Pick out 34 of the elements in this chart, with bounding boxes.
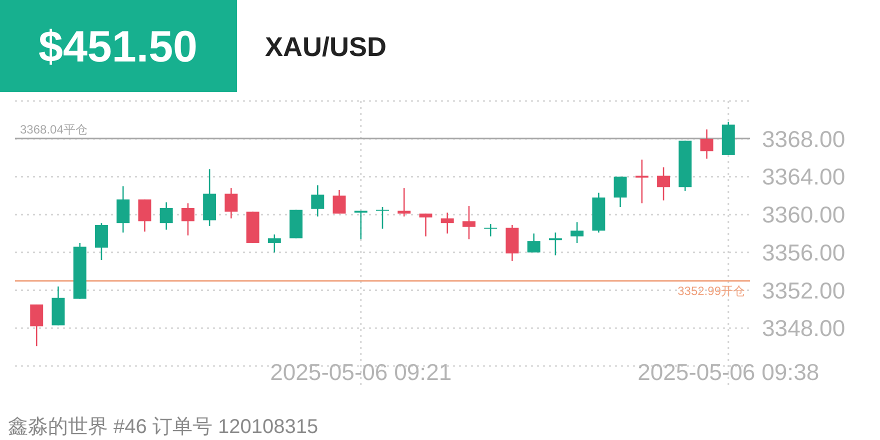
candlestick (462, 205, 476, 240)
ref-line-label: 3368.04平仓 (20, 122, 88, 136)
candlestick (116, 186, 130, 234)
y-tick-label: 3368.00 (762, 126, 846, 152)
y-tick-label: 3352.00 (762, 277, 846, 304)
text: 鑫淼的世界 #46 订单号 120108315 (8, 416, 318, 438)
x-tick-label: 2025-05-06 09:21 (270, 359, 452, 385)
x-tick-label: 2025-05-06 09:38 (638, 359, 820, 385)
candlestick (614, 176, 627, 208)
candlestick (138, 198, 152, 232)
candlestick (224, 187, 238, 220)
candlestick (484, 223, 498, 237)
ref-line-label: 3352.99开仓 (678, 284, 745, 298)
text: $451.50 (38, 22, 198, 72)
candlestick (419, 212, 432, 237)
candlestick (440, 212, 454, 234)
candlestick (181, 202, 194, 236)
candlestick (527, 232, 540, 254)
y-tick-label: 3348.00 (762, 315, 846, 342)
candlestick (332, 189, 346, 214)
candlestick (94, 222, 108, 261)
candlestick (657, 166, 670, 202)
candlestick (376, 206, 389, 230)
candlestick (700, 128, 714, 160)
candlestick (548, 232, 562, 256)
y-tick-label: 3364.00 (762, 164, 846, 190)
candlestick (30, 304, 44, 347)
chart-title: XAU/USD (265, 32, 387, 62)
candlestick (311, 184, 324, 218)
y-tick-label: 3360.00 (762, 202, 846, 228)
candlestick (570, 221, 584, 244)
candlestick (268, 234, 281, 254)
y-tick-label: 3356.00 (762, 239, 846, 266)
candlestick (160, 202, 173, 230)
